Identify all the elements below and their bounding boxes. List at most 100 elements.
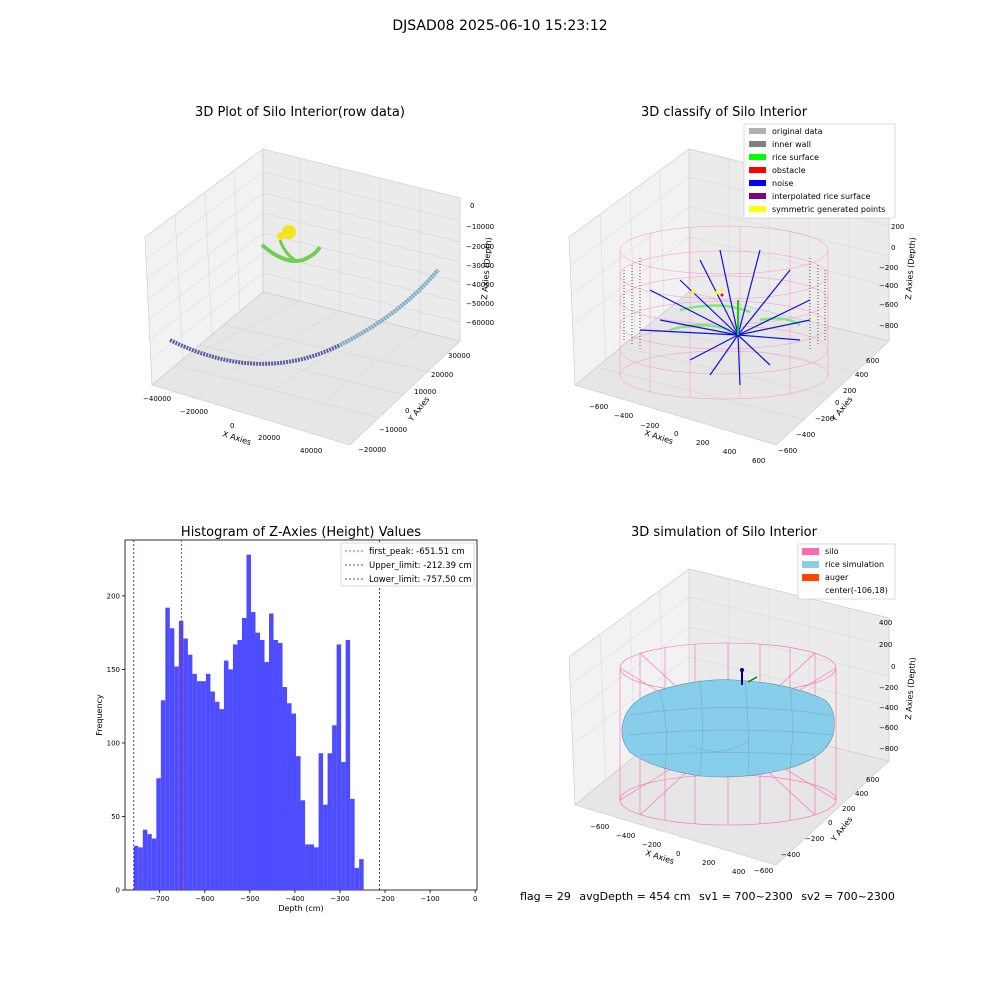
hist-bar	[332, 725, 337, 890]
legend-obstacle: obstacle	[772, 166, 806, 175]
hist-bar	[273, 640, 279, 890]
sim-y-tick: −200	[805, 835, 824, 843]
hist-legend: first_peak: -651.51 cm Upper_limit: -212…	[340, 542, 475, 587]
classify-z-ticks: 200 0 −200 −400 −600 −800	[879, 223, 904, 330]
classify-x-label: X Axies	[643, 428, 674, 446]
raw-y-label: Y Axies	[406, 395, 432, 424]
hist-bar	[174, 666, 179, 890]
classify-y-label: Y Axies	[829, 395, 855, 424]
classify-x-ticks: −600 −400 −200 0 200 400 600	[589, 403, 765, 465]
classify-z-tick: 0	[891, 244, 895, 252]
hist-x-ticks: −700 −600 −500 −400 −300 −200 −100 0	[150, 890, 477, 903]
hist-plot-area	[124, 539, 478, 891]
sim-y-tick: 400	[855, 790, 868, 798]
hist-y-label: Frequency	[95, 694, 104, 736]
hist-y-tick: 150	[107, 666, 120, 674]
hist-bar	[187, 654, 193, 890]
classify-rice-surface	[669, 304, 801, 332]
hist-bar	[323, 804, 328, 890]
hist-bars	[133, 554, 364, 890]
classify-x-tick: 600	[752, 457, 765, 465]
hist-bar	[246, 554, 251, 890]
hist-bar	[250, 612, 256, 890]
hist-bar	[287, 703, 292, 890]
hist-bar	[169, 628, 175, 890]
hist-bar	[156, 778, 161, 890]
classify-y-tick: 600	[866, 357, 879, 365]
sim-y-tick: 600	[866, 776, 879, 784]
sim-z-tick: −400	[879, 704, 898, 712]
classify-y-tick: −200	[815, 415, 834, 423]
hist-y-tick: 0	[116, 887, 120, 895]
hist-bar	[269, 613, 274, 890]
hist-bar	[178, 620, 184, 890]
sim-x-tick: −200	[642, 841, 661, 849]
classify-z-tick: −400	[879, 282, 898, 290]
raw-x-tick: −40000	[143, 395, 171, 403]
sim-z-ticks: 400 200 0 −200 −400 −600 −800	[879, 619, 898, 753]
pane-right	[262, 148, 461, 342]
legend-noise: noise	[772, 179, 793, 188]
hist-bar	[341, 762, 346, 890]
raw-x-ticks: −40000 −20000 0 20000 40000	[143, 395, 322, 455]
sim-y-tick: −400	[781, 851, 800, 859]
legend-original: original data	[772, 127, 823, 136]
sim-rice-surface	[621, 679, 835, 778]
legend-auger: auger	[825, 573, 849, 582]
classify-wall-points	[623, 258, 826, 350]
hist-bar	[309, 844, 315, 890]
classify-x-tick: 200	[696, 439, 709, 447]
raw-yellow-cluster	[282, 225, 296, 239]
hist-x-tick: −600	[195, 895, 214, 903]
hist-x-label: Depth (cm)	[278, 904, 323, 913]
classify-y-tick: −600	[778, 447, 797, 455]
sim-z-tick: 400	[879, 619, 892, 627]
hist-x-tick: −500	[240, 895, 259, 903]
classify-y-tick: −400	[796, 431, 815, 439]
raw-z-label: Z Axies (Depth)	[480, 237, 493, 300]
status-flag: flag = 29	[520, 890, 571, 903]
hist-y-tick: 100	[107, 739, 120, 747]
sim-silo-wire	[619, 642, 837, 826]
status-sv1: sv1 = 700~2300	[699, 890, 793, 903]
hist-bar	[359, 859, 364, 890]
hist-bar	[214, 701, 220, 890]
hist-vlines	[133, 540, 380, 890]
hist-bar	[305, 844, 310, 890]
hist-bar	[201, 681, 206, 890]
hist-x-tick: −300	[330, 895, 349, 903]
classify-z-tick: −200	[879, 264, 898, 272]
raw-y-tick: 30000	[448, 352, 470, 360]
hist-bar	[237, 640, 242, 890]
hist-x-tick: −700	[150, 895, 169, 903]
hist-bar	[133, 845, 139, 890]
status-line: flag = 29 avgDepth = 454 cm sv1 = 700~23…	[520, 890, 895, 903]
hist-bar	[354, 867, 360, 890]
classify-x-tick: −200	[640, 422, 659, 430]
classify-x-tick: 0	[674, 430, 678, 438]
classify-x-tick: 400	[723, 448, 736, 456]
sim-y-ticks: −600 −400 −200 0 200 400 600	[754, 776, 879, 875]
hist-bar	[241, 617, 247, 890]
hist-bar	[219, 709, 224, 890]
hist-bar	[327, 753, 333, 890]
legend-symmetric: symmetric generated points	[772, 205, 885, 214]
sim-z-tick: −600	[879, 724, 898, 732]
classify-y-tick: 400	[855, 371, 868, 379]
sim-z-tick: −200	[879, 684, 898, 692]
legend-lower-limit: Lower_limit: -757.50 cm	[369, 575, 471, 585]
hist-bar	[259, 640, 265, 890]
figure-suptitle: DJSAD08 2025-06-10 15:23:12	[392, 18, 608, 34]
hist-title: Histogram of Z-Axies (Height) Values	[181, 525, 421, 540]
hist-bar	[336, 644, 342, 890]
hist-bar	[151, 838, 157, 890]
hist-bar	[282, 687, 288, 890]
classify-z-tick: −600	[879, 301, 898, 309]
classify-y-tick: 0	[835, 399, 839, 407]
raw-z-tick: −20000	[466, 243, 494, 251]
raw-z-tick: 0	[470, 202, 474, 210]
sim-z-tick: −800	[879, 745, 898, 753]
status-sv2: sv2 = 700~2300	[801, 890, 895, 903]
